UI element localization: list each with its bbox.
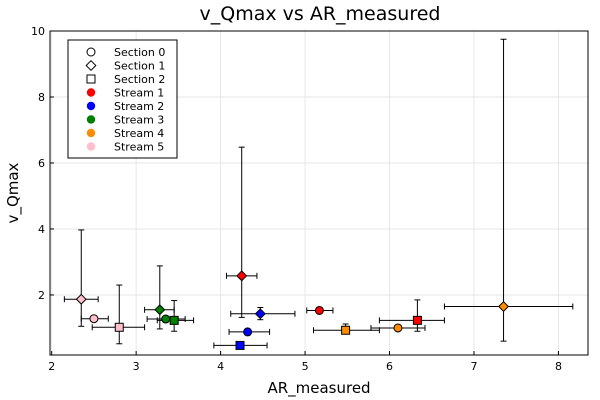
legend-label: Section 1	[114, 60, 165, 73]
data-point-marker	[169, 315, 179, 325]
legend-marker	[85, 59, 97, 72]
data-point-marker	[412, 315, 422, 325]
legend-marker	[86, 101, 96, 111]
y-tick-label: 8	[38, 91, 45, 104]
data-point-marker	[341, 325, 351, 335]
legend-marker	[86, 74, 96, 84]
error-bar-group	[378, 299, 445, 332]
data-point-marker	[236, 270, 248, 282]
legend-marker	[86, 88, 96, 97]
legend-label: Section 2	[114, 73, 165, 86]
x-axis-title: AR_measured	[267, 379, 370, 398]
x-tick-label: 4	[217, 360, 224, 373]
legend-label: Stream 3	[114, 114, 164, 127]
legend-marker	[86, 128, 96, 138]
legend-label: Stream 5	[114, 141, 164, 154]
data-point-marker	[114, 322, 124, 332]
data-point-marker	[161, 314, 171, 324]
x-tick-label: 7	[470, 360, 477, 373]
y-tick-label: 6	[38, 157, 45, 170]
legend-marker	[86, 115, 96, 124]
legend-marker	[86, 47, 96, 57]
x-tick-label: 3	[133, 360, 140, 373]
data-point-marker	[243, 327, 253, 337]
error-bar-group	[443, 38, 574, 342]
error-bar-group	[91, 284, 146, 345]
legend-label: Stream 4	[114, 127, 164, 140]
data-point-marker	[89, 314, 99, 324]
x-tick-label: 6	[386, 360, 393, 373]
chart-title: v_Qmax vs AR_measured	[200, 3, 441, 25]
x-tick-label: 8	[555, 360, 562, 373]
data-point-marker	[235, 340, 245, 350]
legend-marker	[86, 142, 96, 151]
data-point-marker	[75, 293, 87, 305]
data-point-marker	[498, 300, 510, 313]
data-markers	[75, 270, 510, 350]
y-tick-label: 2	[38, 289, 45, 302]
x-tick-label: 5	[302, 360, 309, 373]
data-point-marker	[154, 304, 166, 316]
legend-label: Section 0	[114, 46, 165, 59]
data-point-marker	[393, 323, 403, 333]
y-tick-label: 10	[31, 25, 45, 38]
plot-area	[49, 30, 589, 356]
error-bar-group	[63, 229, 99, 327]
legend-label: Stream 1	[114, 87, 164, 100]
axis-ticks: 2 3 4 5 6 7 8 2 4 6 8 10	[31, 25, 562, 373]
y-axis-title: v_Qmax	[4, 162, 23, 223]
legend-box	[67, 39, 178, 159]
y-tick-label: 4	[38, 223, 45, 236]
error-bar-group	[226, 146, 258, 318]
legend-label: Stream 2	[114, 100, 164, 113]
data-point-marker	[254, 308, 266, 320]
data-point-marker	[314, 305, 324, 315]
x-tick-label: 2	[48, 360, 55, 373]
